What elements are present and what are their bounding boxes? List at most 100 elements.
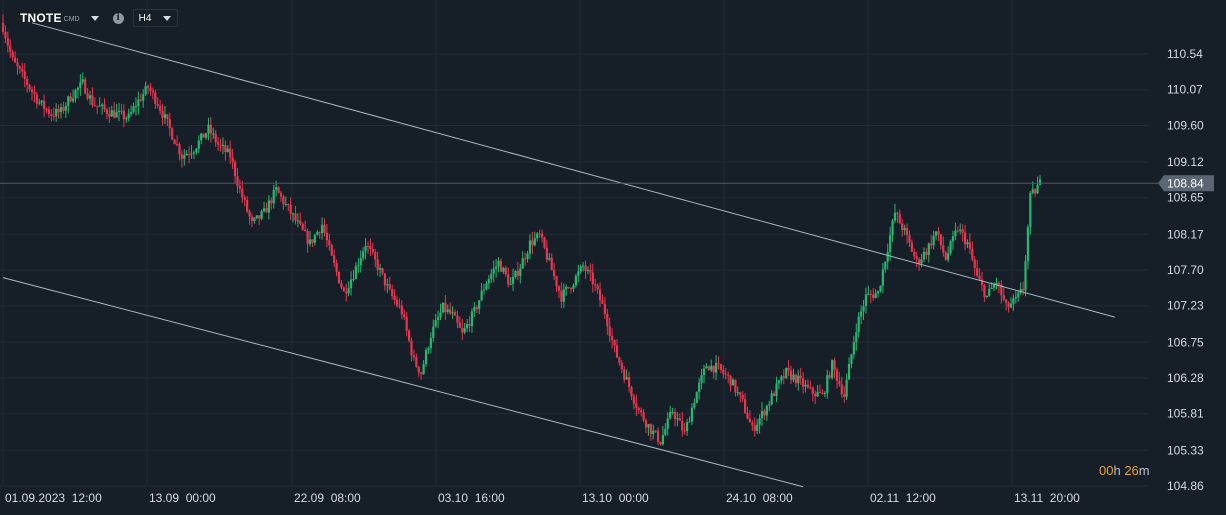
candle-body — [156, 103, 159, 106]
candle-body — [485, 283, 488, 290]
candle-body — [847, 363, 851, 380]
candle-body — [988, 288, 991, 296]
candle-body — [318, 232, 321, 234]
candle-body — [727, 374, 730, 376]
symbol-name[interactable]: TNOTE — [20, 11, 62, 25]
candle-body — [168, 119, 171, 129]
candle-body — [577, 271, 580, 276]
candle-body — [983, 285, 986, 297]
candle-body — [1021, 289, 1025, 291]
candle-body — [33, 92, 36, 95]
candle-body — [219, 144, 222, 146]
candle-body — [422, 364, 425, 374]
candle-body — [487, 278, 490, 284]
candle-body — [804, 384, 807, 387]
candle-body — [188, 153, 191, 155]
candle-body — [161, 110, 164, 118]
candle-body — [816, 391, 819, 397]
candle-body — [724, 373, 727, 375]
candle-body — [272, 189, 275, 204]
candle-body — [374, 252, 377, 260]
candle-body — [400, 305, 403, 315]
candle-body — [349, 279, 353, 289]
candle-body — [821, 392, 824, 394]
candle-body — [652, 430, 655, 435]
candle-body — [453, 312, 457, 316]
x-tick-label: 13.10 00:00 — [582, 491, 649, 505]
candle-body — [666, 418, 669, 429]
candle-body — [195, 148, 198, 153]
candle-body — [997, 282, 1001, 285]
candle-body — [180, 154, 183, 159]
candle-body — [260, 211, 263, 219]
candle-body — [84, 79, 87, 94]
candle-body — [55, 109, 58, 117]
candle-body — [217, 142, 220, 145]
candle-body — [320, 224, 324, 234]
candle-body — [918, 259, 921, 264]
candle-body — [159, 105, 162, 111]
candle-body — [843, 394, 846, 397]
candle-body — [398, 305, 401, 307]
candle-body — [973, 259, 976, 269]
candle-body — [678, 418, 681, 421]
candle-body — [52, 115, 55, 117]
candle-body — [427, 348, 430, 351]
candle-body — [287, 203, 290, 205]
chevron-down-icon[interactable] — [90, 15, 99, 21]
candle-body — [773, 393, 776, 396]
candle-body — [383, 273, 387, 286]
candle-body — [144, 86, 147, 95]
candle-body — [9, 45, 12, 52]
candle-body — [528, 240, 532, 254]
candle-body — [28, 85, 31, 90]
candle-body — [103, 104, 106, 110]
candle-body — [734, 379, 737, 393]
candle-body — [137, 99, 140, 107]
y-tick-label: 109.12 — [1167, 155, 1204, 169]
candle-body — [200, 133, 203, 141]
candle-body — [557, 286, 561, 291]
candle-body — [1, 22, 5, 32]
candle-body — [354, 266, 358, 280]
candle-body — [275, 187, 278, 190]
candle-body — [712, 365, 715, 373]
candle-body — [231, 157, 234, 162]
candle-body — [386, 284, 389, 286]
candle-body — [939, 234, 942, 246]
x-tick-label: 03.10 16:00 — [438, 491, 505, 505]
candle-body — [756, 424, 759, 431]
timeframe-selector[interactable]: H4 — [132, 9, 179, 27]
candle-body — [669, 412, 672, 419]
candle-body — [120, 110, 123, 112]
candle-body — [920, 259, 923, 264]
candle-body — [785, 367, 788, 378]
candle-body — [543, 237, 546, 248]
candle-body — [11, 51, 14, 58]
candle-body — [951, 236, 955, 242]
candle-body — [978, 275, 981, 280]
candle-body — [59, 107, 63, 113]
candle-body — [405, 317, 408, 331]
candle-body — [514, 270, 517, 277]
candle-body — [101, 104, 104, 106]
candle-body — [388, 284, 391, 289]
candle-body — [968, 242, 971, 249]
candle-body — [586, 270, 590, 272]
candle-body — [463, 328, 466, 333]
candle-body — [731, 379, 735, 386]
candle-body — [294, 213, 297, 221]
candle-body — [690, 407, 694, 422]
candle-body — [959, 229, 962, 231]
candle-body — [81, 79, 84, 83]
candle-body — [233, 161, 237, 177]
chart-toolbar: TNOTE CMD i H4 — [20, 9, 179, 27]
candle-body — [105, 109, 109, 114]
info-icon[interactable]: i — [112, 12, 124, 24]
candle-body — [395, 300, 399, 306]
candle-body — [736, 392, 739, 394]
candle-body — [611, 336, 614, 340]
candle-body — [255, 215, 258, 219]
candle-body — [966, 242, 969, 245]
